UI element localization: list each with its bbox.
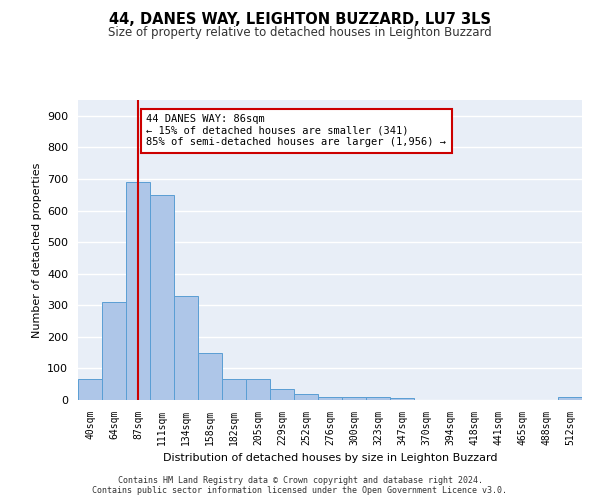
Text: 44 DANES WAY: 86sqm
← 15% of detached houses are smaller (341)
85% of semi-detac: 44 DANES WAY: 86sqm ← 15% of detached ho… (146, 114, 446, 148)
Bar (558, 397, 582, 400)
Bar (78, 380, 102, 400)
Bar (102, 302, 126, 400)
Bar (174, 296, 198, 400)
Bar (150, 194, 174, 400)
Bar (270, 389, 294, 400)
Bar (126, 182, 150, 400)
Text: Size of property relative to detached houses in Leighton Buzzard: Size of property relative to detached ho… (108, 26, 492, 39)
Text: Contains HM Land Registry data © Crown copyright and database right 2024.
Contai: Contains HM Land Registry data © Crown c… (92, 476, 508, 495)
Bar (294, 394, 318, 400)
Bar (366, 397, 390, 400)
Bar (390, 398, 414, 400)
Bar (318, 397, 342, 400)
Bar (246, 380, 270, 400)
X-axis label: Distribution of detached houses by size in Leighton Buzzard: Distribution of detached houses by size … (163, 454, 497, 464)
Bar (342, 397, 366, 400)
Text: 44, DANES WAY, LEIGHTON BUZZARD, LU7 3LS: 44, DANES WAY, LEIGHTON BUZZARD, LU7 3LS (109, 12, 491, 28)
Y-axis label: Number of detached properties: Number of detached properties (32, 162, 41, 338)
Bar (222, 380, 246, 400)
Bar (198, 352, 222, 400)
